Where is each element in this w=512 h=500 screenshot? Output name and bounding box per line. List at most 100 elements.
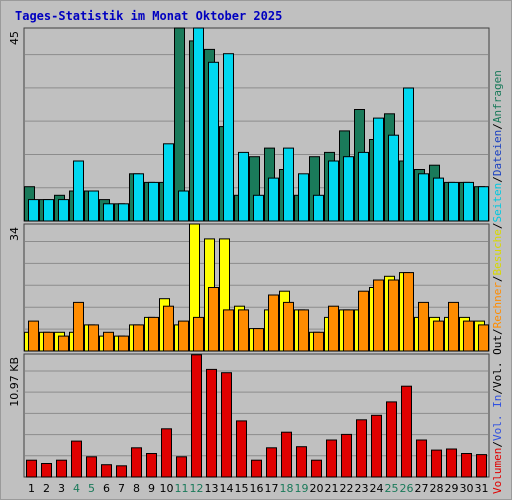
right-legend-item-11: / bbox=[491, 176, 504, 183]
x-tick-label-day-16: 16 bbox=[250, 482, 264, 495]
bar-volumen-day-3 bbox=[56, 459, 67, 478]
bar-seiten-day-5 bbox=[88, 190, 99, 222]
bar-rechner-day-16 bbox=[253, 328, 264, 352]
bar-rechner-day-27 bbox=[418, 301, 429, 352]
right-legend-item-9: / bbox=[491, 222, 504, 229]
right-legend-item-8: Besuche bbox=[491, 229, 504, 275]
bar-volumen-day-2 bbox=[41, 463, 52, 478]
x-tick-label-day-9: 9 bbox=[148, 482, 155, 495]
bar-rechner-day-31 bbox=[478, 324, 489, 352]
bar-seiten-day-2 bbox=[43, 199, 54, 222]
right-legend-item-3: / bbox=[491, 388, 504, 395]
x-tick-label-day-14: 14 bbox=[220, 482, 234, 495]
bar-rechner-day-24 bbox=[373, 279, 384, 352]
right-legend-item-1: / bbox=[491, 441, 504, 448]
bar-volumen-day-6 bbox=[101, 464, 112, 478]
bar-rechner-day-7 bbox=[118, 335, 129, 352]
bar-volumen-day-14 bbox=[221, 372, 232, 478]
bar-rechner-day-10 bbox=[163, 305, 174, 352]
bar-seiten-day-7 bbox=[118, 203, 129, 222]
right-legend-item-0: Volumen bbox=[491, 448, 504, 494]
bar-volumen-day-29 bbox=[446, 448, 457, 478]
bar-rechner-day-30 bbox=[463, 320, 474, 352]
bar-rechner-day-2 bbox=[43, 331, 54, 352]
right-legend-item-7: / bbox=[491, 275, 504, 282]
bar-seiten-day-8 bbox=[133, 173, 144, 222]
x-tick-label-day-31: 31 bbox=[475, 482, 489, 495]
x-tick-label-day-8: 8 bbox=[133, 482, 140, 495]
bar-rechner-day-29 bbox=[448, 301, 459, 352]
bar-rechner-day-22 bbox=[343, 309, 354, 352]
bar-volumen-day-30 bbox=[461, 453, 472, 478]
bar-volumen-day-10 bbox=[161, 428, 172, 478]
bar-seiten-day-21 bbox=[328, 160, 339, 222]
bar-rechner-day-3 bbox=[58, 335, 69, 352]
bar-volumen-day-4 bbox=[71, 440, 82, 478]
bar-volumen-day-22 bbox=[341, 433, 352, 478]
bar-volumen-day-8 bbox=[131, 447, 142, 478]
bar-rechner-day-25 bbox=[388, 279, 399, 352]
x-tick-label-day-25: 25 bbox=[385, 482, 399, 495]
bar-seiten-day-1 bbox=[28, 199, 39, 222]
chart-title: Tages-Statistik im Monat Oktober 2025 bbox=[15, 9, 283, 23]
x-tick-label-day-28: 28 bbox=[430, 482, 444, 495]
bar-seiten-day-16 bbox=[253, 194, 264, 222]
bar-rechner-day-12 bbox=[193, 316, 204, 352]
bar-volumen-day-28 bbox=[431, 449, 442, 478]
bar-volumen-day-31 bbox=[476, 454, 487, 478]
bar-seiten-day-14 bbox=[223, 53, 234, 222]
bar-rechner-day-23 bbox=[358, 290, 369, 352]
bar-volumen-day-15 bbox=[236, 420, 247, 478]
bar-seiten-day-4 bbox=[73, 160, 84, 222]
bar-seiten-day-24 bbox=[373, 117, 384, 222]
x-tick-label-day-20: 20 bbox=[310, 482, 324, 495]
x-tick-label-day-10: 10 bbox=[160, 482, 174, 495]
bar-seiten-day-19 bbox=[298, 173, 309, 222]
x-tick-label-day-1: 1 bbox=[28, 482, 35, 495]
bar-seiten-day-11 bbox=[178, 190, 189, 222]
x-tick-label-day-27: 27 bbox=[415, 482, 429, 495]
x-tick-label-day-30: 30 bbox=[460, 482, 474, 495]
right-legend-item-4: Vol. Out bbox=[491, 335, 504, 388]
bar-rechner-day-11 bbox=[178, 320, 189, 352]
bar-volumen-day-13 bbox=[206, 368, 217, 478]
bar-volumen-day-5 bbox=[86, 456, 97, 478]
right-legend-item-13: / bbox=[491, 123, 504, 130]
bar-seiten-day-26 bbox=[403, 87, 414, 222]
bar-volumen-day-9 bbox=[146, 453, 157, 478]
right-legend-item-5: / bbox=[491, 328, 504, 335]
x-tick-label-day-15: 15 bbox=[235, 482, 249, 495]
bar-rechner-day-13 bbox=[208, 287, 219, 352]
bar-seiten-day-6 bbox=[103, 203, 114, 222]
right-legend-item-2: Vol. In bbox=[491, 395, 504, 441]
right-legend-item-14: Anfragen bbox=[491, 70, 504, 123]
x-tick-label-day-22: 22 bbox=[340, 482, 354, 495]
bar-volumen-day-1 bbox=[26, 459, 37, 478]
bar-seiten-day-10 bbox=[163, 143, 174, 222]
x-tick-label-day-29: 29 bbox=[445, 482, 459, 495]
bar-rechner-day-20 bbox=[313, 331, 324, 352]
x-tick-label-day-26: 26 bbox=[400, 482, 414, 495]
bar-volumen-day-11 bbox=[176, 456, 187, 478]
x-tick-label-day-3: 3 bbox=[58, 482, 65, 495]
bar-rechner-day-18 bbox=[283, 301, 294, 352]
bar-volumen-day-27 bbox=[416, 439, 427, 478]
x-tick-label-day-18: 18 bbox=[280, 482, 294, 495]
bar-seiten-day-20 bbox=[313, 194, 324, 222]
bar-seiten-day-18 bbox=[283, 147, 294, 222]
bar-seiten-day-27 bbox=[418, 173, 429, 222]
bar-seiten-day-30 bbox=[463, 181, 474, 222]
bar-rechner-day-8 bbox=[133, 324, 144, 352]
bar-seiten-day-9 bbox=[148, 181, 159, 222]
panel-requests-ymax-label: 45 bbox=[8, 31, 21, 45]
bar-rechner-day-26 bbox=[403, 272, 414, 352]
x-tick-label-day-19: 19 bbox=[295, 482, 309, 495]
x-tick-label-day-4: 4 bbox=[73, 482, 80, 495]
x-tick-label-day-7: 7 bbox=[118, 482, 125, 495]
panel-visits-ymax-label: 34 bbox=[8, 227, 21, 241]
bar-volumen-day-21 bbox=[326, 439, 337, 478]
bar-volumen-day-7 bbox=[116, 465, 127, 478]
x-tick-label-day-17: 17 bbox=[265, 482, 279, 495]
x-tick-label-day-2: 2 bbox=[43, 482, 50, 495]
bar-seiten-day-3 bbox=[58, 199, 69, 222]
